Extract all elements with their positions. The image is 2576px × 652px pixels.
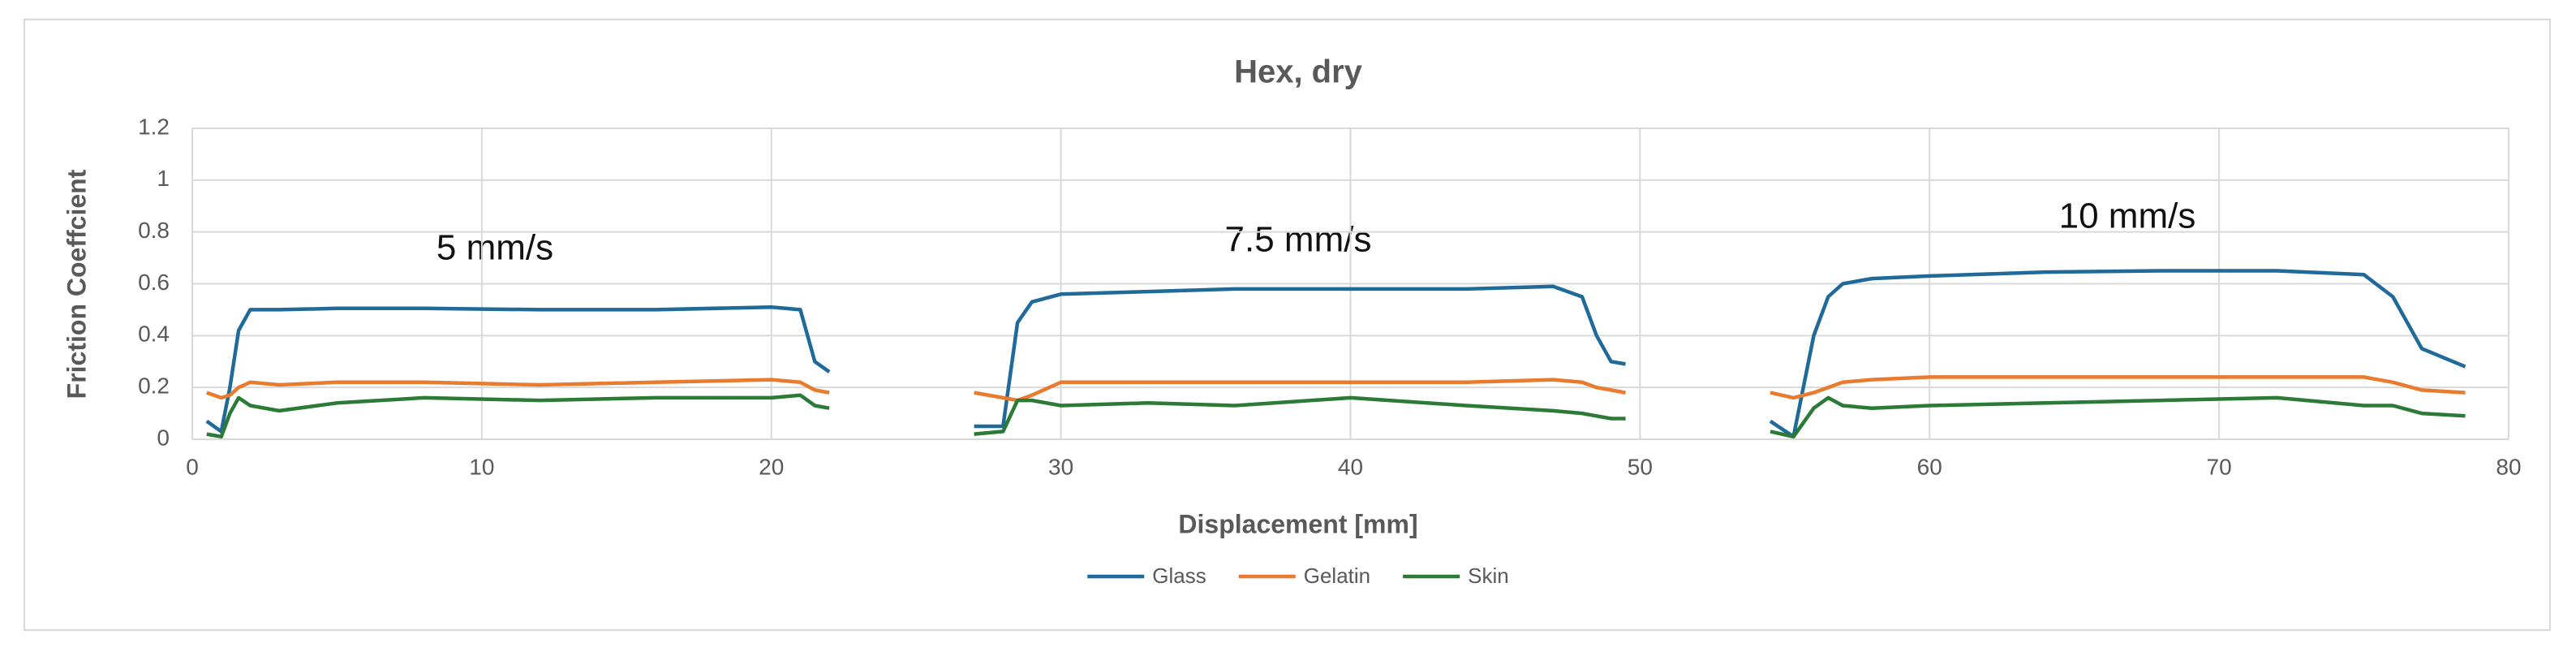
y-tick-label: 0.4	[138, 322, 170, 347]
annotation: 7.5 mm/s	[1225, 220, 1372, 260]
x-tick-label: 30	[1048, 454, 1073, 479]
x-tick-label: 10	[469, 454, 494, 479]
x-tick-label: 40	[1338, 454, 1363, 479]
x-axis-title: Displacement [mm]	[1178, 509, 1417, 538]
data-line	[206, 393, 2466, 439]
y-tick-label: 1	[157, 166, 170, 191]
x-tick-label: 70	[2207, 454, 2232, 479]
y-tick-label: 0	[157, 425, 170, 450]
chart-title: Hex, dry	[1234, 54, 1363, 90]
x-tick-label: 50	[1628, 454, 1653, 479]
legend-label: Glass	[1152, 563, 1206, 588]
annotation: 5 mm/s	[437, 228, 553, 268]
y-tick-label: 1.2	[138, 114, 170, 139]
legend-label: Skin	[1468, 563, 1509, 588]
data-line	[205, 269, 2466, 439]
x-tick-label: 80	[2496, 454, 2521, 479]
x-tick-label: 60	[1917, 454, 1942, 479]
x-tick-label: 0	[186, 454, 199, 479]
y-tick-label: 0.8	[138, 218, 170, 243]
annotation: 10 mm/s	[2059, 196, 2196, 236]
y-tick-label: 0.6	[138, 270, 170, 295]
y-axis-title: Friction Coeffcient	[62, 169, 91, 399]
legend-label: Gelatin	[1304, 563, 1370, 588]
y-tick-label: 0.2	[138, 373, 170, 399]
chart-border	[24, 19, 2551, 631]
x-tick-label: 20	[759, 454, 784, 479]
